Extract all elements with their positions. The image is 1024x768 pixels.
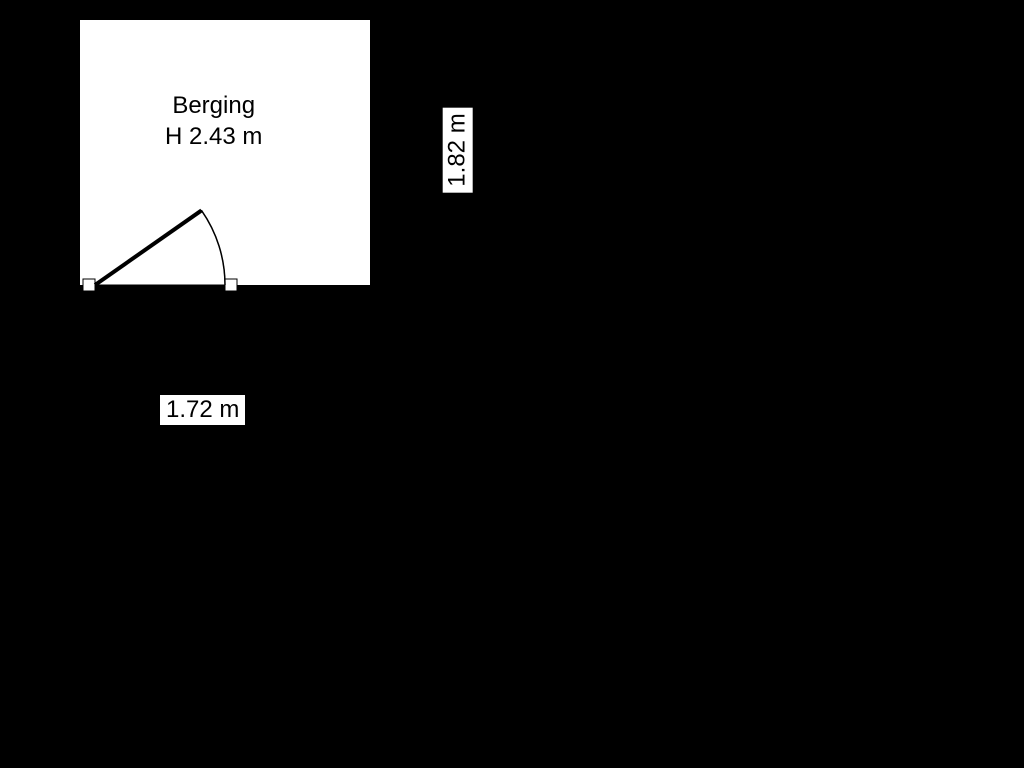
room-name: Berging (165, 90, 262, 121)
room-berging (80, 20, 370, 285)
dimension-height-label: 1.82 m (443, 107, 473, 192)
dimension-width-label: 1.72 m (160, 395, 245, 425)
room-height-text: H 2.43 m (165, 121, 262, 152)
floorplan-canvas: Berging H 2.43 m 1.72 m 1.82 m (0, 0, 1024, 768)
room-label: Berging H 2.43 m (165, 90, 262, 152)
